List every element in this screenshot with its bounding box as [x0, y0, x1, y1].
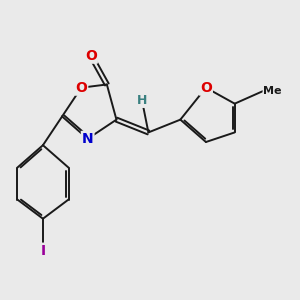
Text: H: H [137, 94, 147, 107]
Text: I: I [40, 244, 46, 258]
Text: Me: Me [263, 86, 282, 96]
Text: O: O [85, 49, 97, 63]
Text: N: N [82, 132, 94, 146]
Text: O: O [75, 81, 87, 95]
Text: O: O [200, 81, 212, 95]
